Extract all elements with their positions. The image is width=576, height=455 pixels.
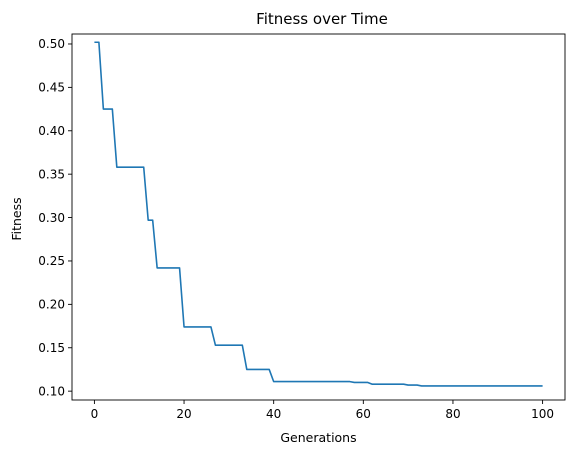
y-tick-label: 0.25 <box>38 254 65 268</box>
y-tick-label: 0.45 <box>38 81 65 95</box>
plot-area <box>71 33 566 401</box>
x-tick-label: 100 <box>531 407 554 421</box>
y-tick-label: 0.40 <box>38 124 65 138</box>
y-tick-label: 0.35 <box>38 167 65 181</box>
y-tick-label: 0.15 <box>38 341 65 355</box>
y-tick-label: 0.10 <box>38 384 65 398</box>
y-tick-label: 0.30 <box>38 211 65 225</box>
y-tick-label: 0.20 <box>38 298 65 312</box>
y-tick-label: 0.50 <box>38 37 65 51</box>
x-tick-label: 60 <box>356 407 371 421</box>
plot-frame <box>71 33 566 401</box>
x-tick-label: 0 <box>91 407 99 421</box>
x-tick-label: 40 <box>266 407 281 421</box>
y-axis-label: Fitness <box>9 197 24 240</box>
x-axis-ticks: 0 20 40 60 80 100 <box>91 400 554 421</box>
x-tick-label: 20 <box>176 407 191 421</box>
chart-title: Fitness over Time <box>256 10 388 28</box>
x-axis-label: Generations <box>280 430 356 445</box>
x-tick-label: 80 <box>445 407 460 421</box>
y-axis-ticks: 0.10 0.15 0.20 0.25 0.30 0.35 0.40 0.45 0.50 <box>38 37 72 398</box>
series-line-0 <box>94 41 543 387</box>
